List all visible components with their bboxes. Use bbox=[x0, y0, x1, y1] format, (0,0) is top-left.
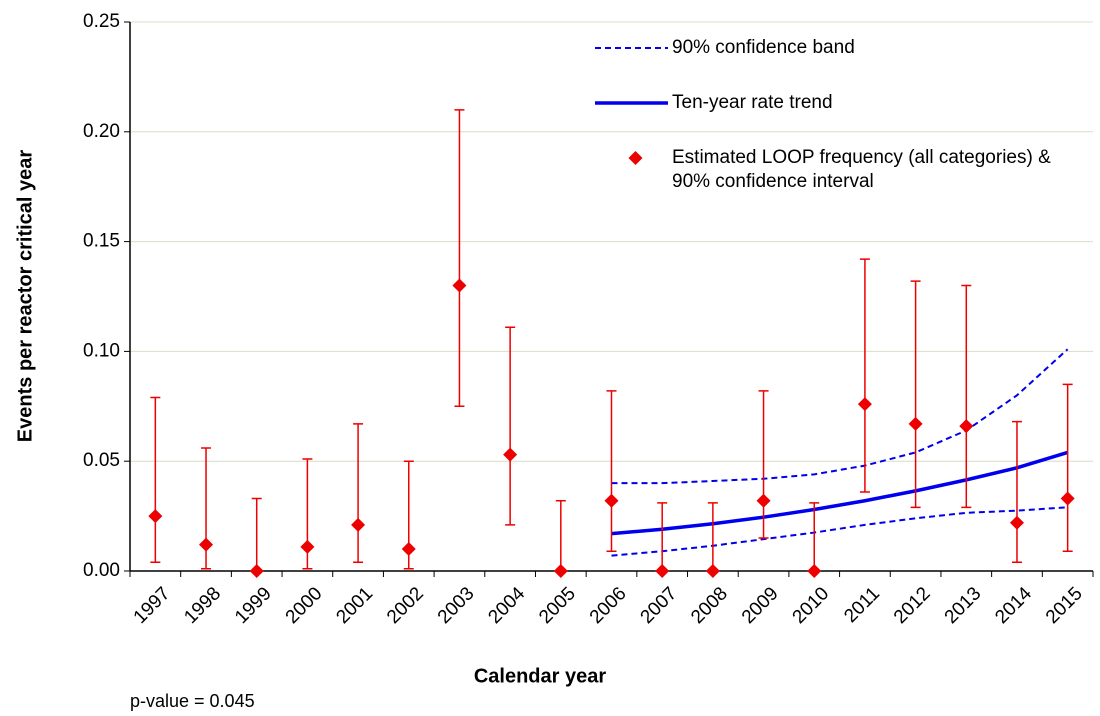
data-point bbox=[1009, 515, 1024, 530]
band-line bbox=[611, 506, 1068, 557]
data-point bbox=[655, 564, 670, 578]
y-tick-label: 0.20 bbox=[83, 121, 120, 142]
x-tick-label: 2007 bbox=[637, 583, 682, 628]
x-tick-label: 1998 bbox=[180, 583, 225, 628]
legend-label: Estimated LOOP frequency (all categories… bbox=[672, 147, 1051, 192]
x-axis-title: Calendar year bbox=[474, 665, 607, 687]
legend-swatch bbox=[628, 151, 643, 165]
x-tick-label: 2006 bbox=[586, 583, 631, 628]
y-tick-label: 0.00 bbox=[83, 560, 120, 581]
data-point bbox=[148, 509, 163, 524]
data-point bbox=[908, 416, 923, 431]
x-tick-label: 2000 bbox=[282, 583, 327, 628]
y-tick-label: 0.10 bbox=[83, 340, 120, 361]
x-tick-label: 2014 bbox=[991, 583, 1036, 628]
x-tick-label: 2008 bbox=[687, 583, 732, 628]
error-bar bbox=[1062, 383, 1073, 552]
x-tick-label: 2010 bbox=[789, 583, 834, 628]
error-bar bbox=[758, 390, 769, 539]
annotation: p-value = 0.045 bbox=[130, 691, 255, 711]
x-tick-label: 2015 bbox=[1042, 583, 1087, 628]
x-tick-label: 2003 bbox=[434, 583, 479, 628]
x-tick-label: 1999 bbox=[231, 583, 276, 628]
error-bar bbox=[707, 502, 718, 572]
legend-label: 90% confidence band bbox=[672, 37, 855, 58]
legend-entry: Estimated LOOP frequency (all categories… bbox=[672, 147, 1051, 192]
band-line bbox=[611, 348, 1069, 485]
data-point bbox=[300, 539, 315, 554]
data-point bbox=[553, 564, 568, 578]
data-point bbox=[756, 493, 771, 508]
error-bar bbox=[555, 499, 566, 572]
data-point bbox=[503, 447, 518, 462]
error-bar bbox=[150, 396, 161, 563]
x-tick-label: 2012 bbox=[890, 583, 935, 628]
legend-label: Ten-year rate trend bbox=[672, 92, 833, 113]
x-tick-label: 2002 bbox=[383, 583, 428, 628]
x-tick-label: 2005 bbox=[535, 583, 580, 628]
data-point bbox=[807, 564, 822, 578]
data-point bbox=[401, 542, 416, 557]
data-point bbox=[249, 564, 264, 578]
data-point bbox=[351, 517, 366, 532]
x-tick-label: 2013 bbox=[941, 583, 986, 628]
x-tick-label: 1997 bbox=[130, 583, 175, 628]
data-point bbox=[857, 397, 872, 412]
data-point bbox=[199, 537, 214, 552]
x-tick-label: 2011 bbox=[840, 583, 884, 627]
error-bar bbox=[1011, 420, 1022, 563]
error-bar bbox=[859, 258, 870, 493]
trend-line bbox=[611, 450, 1069, 536]
x-tick-label: 2001 bbox=[332, 583, 377, 628]
data-point bbox=[705, 564, 720, 578]
data-point bbox=[604, 493, 619, 508]
data-point bbox=[959, 419, 974, 434]
y-tick-label: 0.05 bbox=[83, 450, 120, 471]
y-tick-label: 0.15 bbox=[83, 231, 120, 252]
y-tick-label: 0.25 bbox=[83, 11, 120, 32]
error-bar bbox=[910, 280, 921, 509]
error-bar bbox=[454, 109, 465, 408]
error-bar bbox=[961, 284, 972, 509]
error-bar bbox=[606, 390, 617, 552]
x-tick-label: 2004 bbox=[484, 583, 529, 628]
data-point bbox=[1060, 491, 1075, 506]
legend-entry: Ten-year rate trend bbox=[672, 92, 833, 113]
error-bar bbox=[657, 502, 668, 572]
error-bar bbox=[353, 423, 364, 563]
x-tick-label: 2009 bbox=[738, 583, 783, 628]
legend-entry: 90% confidence band bbox=[672, 37, 855, 58]
data-point bbox=[452, 278, 467, 293]
error-bar bbox=[809, 502, 820, 572]
y-axis-title: Events per reactor critical year bbox=[14, 150, 36, 443]
error-bar bbox=[505, 326, 516, 526]
error-bar bbox=[251, 497, 262, 572]
